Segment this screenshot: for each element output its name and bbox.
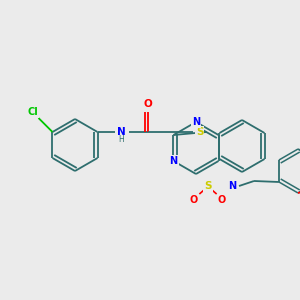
Text: O: O xyxy=(190,195,198,205)
Text: Cl: Cl xyxy=(27,107,38,117)
Text: S: S xyxy=(196,127,203,137)
Text: N: N xyxy=(192,117,200,127)
Text: H: H xyxy=(118,136,124,145)
Text: S: S xyxy=(204,181,212,191)
Text: O: O xyxy=(143,99,152,109)
Text: O: O xyxy=(218,195,226,205)
Text: N: N xyxy=(117,127,126,137)
Text: N: N xyxy=(228,181,236,191)
Text: N: N xyxy=(169,156,178,166)
